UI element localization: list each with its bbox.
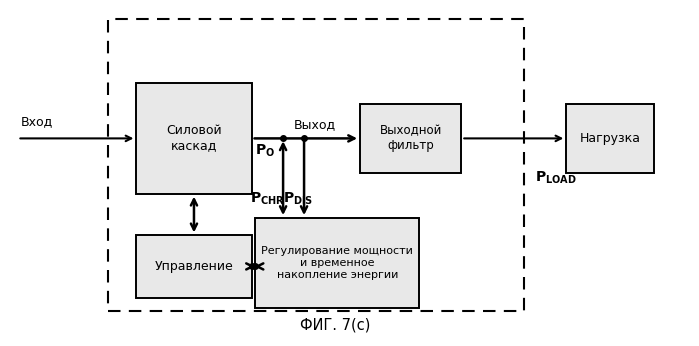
Text: Выход: Выход	[294, 118, 336, 131]
Text: $\mathbf{P_O}$: $\mathbf{P_O}$	[255, 142, 275, 159]
Text: $\mathbf{P_{CHR}}$: $\mathbf{P_{CHR}}$	[250, 191, 285, 207]
FancyBboxPatch shape	[360, 104, 461, 173]
Text: Нагрузка: Нагрузка	[579, 132, 640, 145]
Text: $\mathbf{P_{LOAD}}$: $\mathbf{P_{LOAD}}$	[535, 170, 577, 186]
Text: $\mathbf{P_{DIS}}$: $\mathbf{P_{DIS}}$	[283, 191, 313, 207]
Text: Выходной
фильтр: Выходной фильтр	[380, 125, 442, 152]
Text: Силовой
каскад: Силовой каскад	[166, 125, 222, 152]
FancyBboxPatch shape	[566, 104, 654, 173]
Text: Управление: Управление	[154, 260, 233, 273]
Text: ФИГ. 7(с): ФИГ. 7(с)	[301, 317, 370, 332]
FancyBboxPatch shape	[255, 218, 419, 308]
FancyBboxPatch shape	[136, 235, 252, 298]
Text: Вход: Вход	[21, 115, 53, 128]
FancyBboxPatch shape	[136, 83, 252, 194]
Text: Регулирование мощности
и временное
накопление энергии: Регулирование мощности и временное накоп…	[261, 246, 413, 280]
